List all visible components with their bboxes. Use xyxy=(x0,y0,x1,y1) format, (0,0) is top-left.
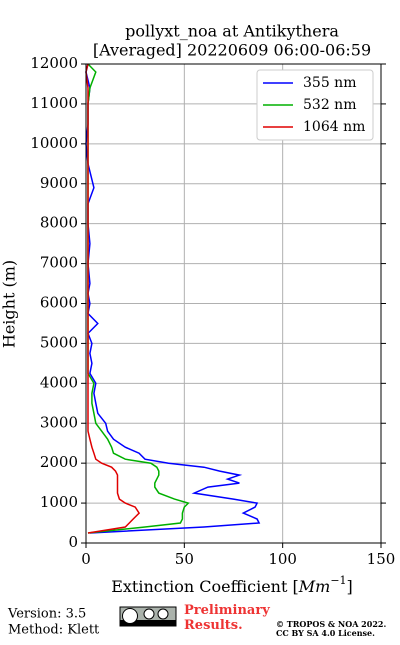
y-tick-label: 0 xyxy=(68,533,78,551)
x-label-text: ] xyxy=(347,577,353,596)
copyright: © TROPOS & NOA 2022. xyxy=(276,619,386,629)
legend-label: 1064 nm xyxy=(303,119,365,135)
y-tick-label: 12000 xyxy=(30,54,78,72)
profile-line xyxy=(87,63,190,534)
y-axis-label: Height (m) xyxy=(0,260,19,348)
chart-subtitle: [Averaged] 20220609 06:00-06:59 xyxy=(93,41,371,60)
x-label-unit: Mm xyxy=(298,577,331,596)
cc-badge xyxy=(119,606,177,627)
y-tick-label: 11000 xyxy=(30,94,78,112)
y-tick-label: 1000 xyxy=(40,493,78,511)
y-tick-label: 3000 xyxy=(40,413,78,431)
profile-line xyxy=(85,63,141,534)
chart-title: pollyxt_noa at Antikythera xyxy=(125,22,339,41)
x-axis-label: Extinction Coefficient [Mm−1] xyxy=(111,574,353,596)
license: CC BY SA 4.0 License. xyxy=(276,628,375,638)
x-label-exponent: −1 xyxy=(330,574,346,587)
method: Method: Klett xyxy=(8,623,100,638)
profile-line xyxy=(85,63,261,534)
y-tick-label: 5000 xyxy=(40,333,78,351)
x-tick-label: 50 xyxy=(175,550,194,568)
notice: Preliminary Results. xyxy=(184,603,270,633)
legend-label: 532 nm xyxy=(303,97,356,113)
y-tick-label: 8000 xyxy=(40,214,78,232)
y-tick-label: 7000 xyxy=(40,254,78,272)
plot-frame xyxy=(85,63,382,544)
y-tick-label: 9000 xyxy=(40,174,78,192)
version: Version: 3.5 xyxy=(7,607,86,622)
legend-label: 355 nm xyxy=(303,75,356,91)
x-tick-label: 100 xyxy=(268,550,297,568)
x-label-text: Extinction Coefficient [ xyxy=(111,577,299,596)
notice-line: Results. xyxy=(184,618,243,633)
y-tick-label: 6000 xyxy=(40,294,78,312)
y-tick-label: 4000 xyxy=(40,373,78,391)
y-tick-label: 2000 xyxy=(40,453,78,471)
legend-box xyxy=(256,69,374,141)
x-tick-label: 0 xyxy=(81,550,91,568)
y-tick-label: 10000 xyxy=(30,134,78,152)
x-tick-label: 150 xyxy=(367,550,396,568)
